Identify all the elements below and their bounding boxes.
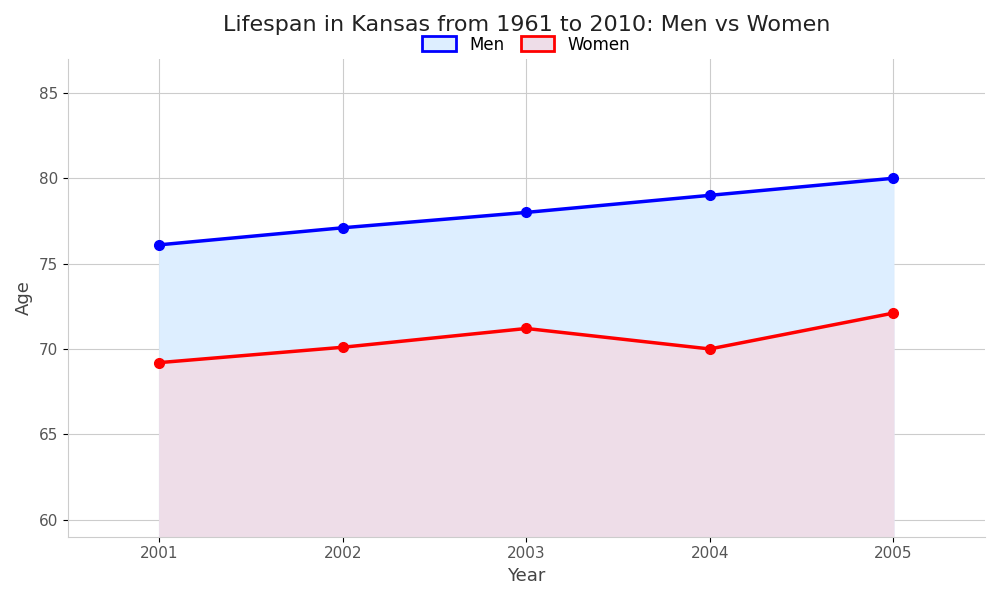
- Y-axis label: Age: Age: [15, 280, 33, 315]
- Title: Lifespan in Kansas from 1961 to 2010: Men vs Women: Lifespan in Kansas from 1961 to 2010: Me…: [223, 15, 830, 35]
- Legend: Men, Women: Men, Women: [416, 29, 637, 60]
- X-axis label: Year: Year: [507, 567, 546, 585]
